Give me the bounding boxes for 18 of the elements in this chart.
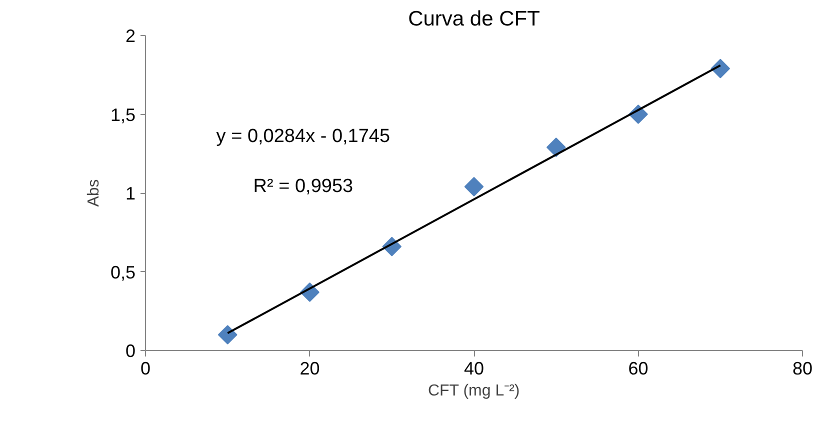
x-tick-label: 20 <box>300 358 320 378</box>
y-tick-label: 2 <box>125 26 136 46</box>
y-tick-label: 1 <box>125 184 136 204</box>
point <box>464 177 484 196</box>
point <box>546 138 566 158</box>
chart-title: Curva de CFT <box>408 8 540 30</box>
point <box>218 325 238 344</box>
x-tick-label: 60 <box>628 358 648 378</box>
x-tick-label: 0 <box>140 358 151 378</box>
y-tick-label: 0 <box>125 341 136 361</box>
y-axis-title: Abs <box>85 179 102 207</box>
y-tick-label: 0,5 <box>110 262 136 282</box>
y-tick-label: 1,5 <box>110 104 136 125</box>
x-tick-label: 40 <box>464 358 484 378</box>
annotation: R² = 0,9953 <box>253 176 354 198</box>
annotation: y = 0,0284x - 0,1745 <box>216 126 390 147</box>
x-tick-label: 80 <box>792 358 813 378</box>
x-axis-title: CFT (mg L⁻²) <box>428 382 520 400</box>
